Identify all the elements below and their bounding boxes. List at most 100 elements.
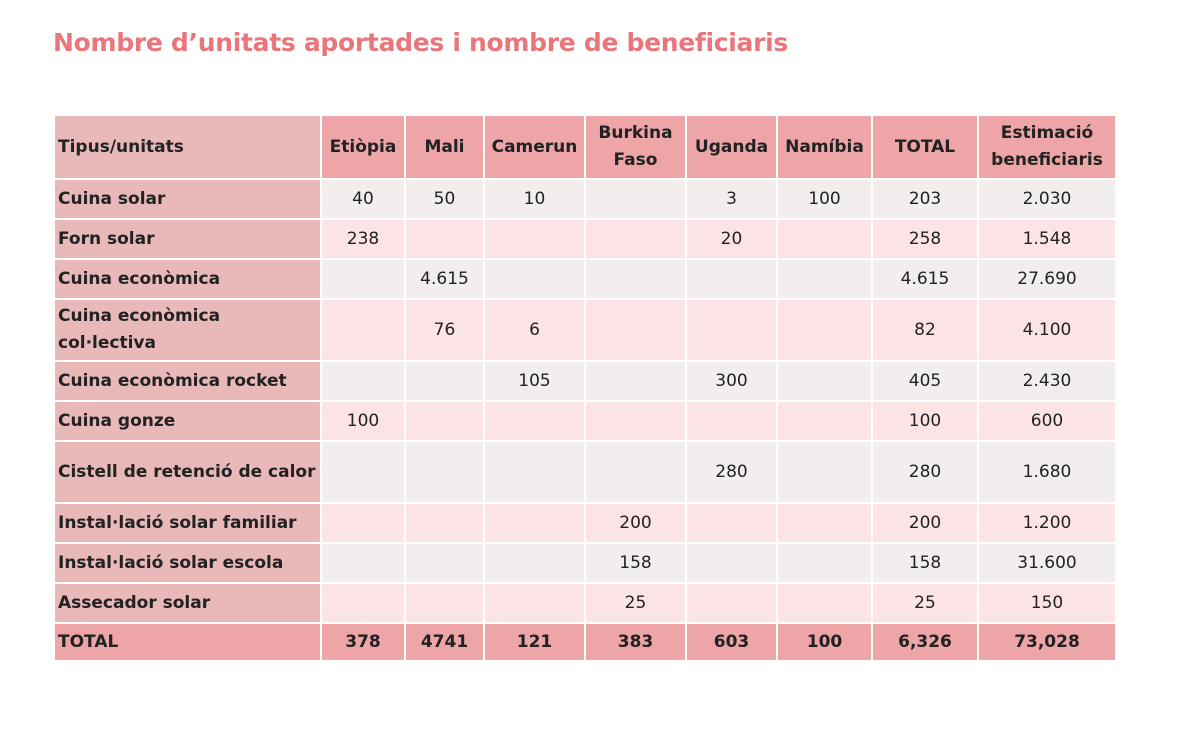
table-cell	[584, 298, 687, 362]
table-cell: 258	[871, 218, 979, 260]
row-label: Cuina solar	[53, 178, 322, 220]
table-row: Cuina econòmica col·lectiva 76 6 82 4.100	[53, 298, 1117, 362]
table-cell	[776, 258, 873, 300]
total-cell: 6,326	[871, 622, 979, 662]
table-cell	[584, 218, 687, 260]
table-cell: 1.680	[977, 440, 1117, 504]
row-label: Assecador solar	[53, 582, 322, 624]
table-cell: 20	[685, 218, 778, 260]
total-cell: 4741	[404, 622, 485, 662]
table-row: Cuina econòmica 4.615 4.615 27.690	[53, 258, 1117, 300]
table-cell: 10	[483, 178, 586, 220]
table-cell: 31.600	[977, 542, 1117, 584]
table-cell	[584, 360, 687, 402]
row-label: Cuina econòmica col·lectiva	[53, 298, 322, 362]
table-cell	[776, 298, 873, 362]
header-cell: TOTAL	[871, 114, 979, 180]
table-cell	[584, 400, 687, 442]
table-row: Forn solar 238 20 258 1.548	[53, 218, 1117, 260]
total-cell: 73,028	[977, 622, 1117, 662]
total-label: TOTAL	[53, 622, 322, 662]
table-cell	[776, 440, 873, 504]
table-cell	[584, 258, 687, 300]
table-cell: 280	[871, 440, 979, 504]
table-cell	[483, 218, 586, 260]
header-cell: Etiòpia	[320, 114, 406, 180]
table-cell: 25	[871, 582, 979, 624]
table-cell: 150	[977, 582, 1117, 624]
table-cell: 238	[320, 218, 406, 260]
header-cell: Namíbia	[776, 114, 873, 180]
table-cell	[404, 542, 485, 584]
header-cell: Mali	[404, 114, 485, 180]
table-cell	[776, 582, 873, 624]
header-cell: Estimació beneficiaris	[977, 114, 1117, 180]
table-cell	[776, 502, 873, 544]
table-cell	[483, 440, 586, 504]
table-cell: 200	[871, 502, 979, 544]
table-cell: 82	[871, 298, 979, 362]
table-cell: 100	[320, 400, 406, 442]
table-cell: 2.430	[977, 360, 1117, 402]
header-cell: Tipus/unitats	[53, 114, 322, 180]
table-cell	[320, 440, 406, 504]
table-cell	[776, 400, 873, 442]
total-cell: 121	[483, 622, 586, 662]
table-cell: 4.615	[871, 258, 979, 300]
table-cell	[483, 582, 586, 624]
table-cell: 1.200	[977, 502, 1117, 544]
header-cell: Uganda	[685, 114, 778, 180]
table-row: Cistell de retenció de calor 280 280 1.680	[53, 440, 1117, 504]
row-label: Cistell de retenció de calor	[53, 440, 322, 504]
table-cell: 76	[404, 298, 485, 362]
table-header: Tipus/unitats Etiòpia Mali Camerun Burkina F…	[53, 114, 1117, 180]
table-cell	[404, 400, 485, 442]
table-cell: 2.030	[977, 178, 1117, 220]
table-cell: 4.100	[977, 298, 1117, 362]
table-cell: 1.548	[977, 218, 1117, 260]
total-cell: 100	[776, 622, 873, 662]
row-label: Cuina gonze	[53, 400, 322, 442]
table-cell	[404, 502, 485, 544]
table-cell	[776, 360, 873, 402]
table-cell	[685, 502, 778, 544]
table-cell: 200	[584, 502, 687, 544]
table-row: Assecador solar 25 25 150	[53, 582, 1117, 624]
table-cell	[685, 298, 778, 362]
row-label: Instal·lació solar escola	[53, 542, 322, 584]
table-cell: 105	[483, 360, 586, 402]
table-cell	[483, 258, 586, 300]
table-cell	[320, 360, 406, 402]
total-row: TOTAL 378 4741 121 383 603 100 6,326 73,028	[53, 622, 1117, 662]
table-row: Cuina gonze 100 100 600	[53, 400, 1117, 442]
table-cell	[404, 218, 485, 260]
table-cell	[685, 400, 778, 442]
table-cell: 158	[584, 542, 687, 584]
header-cell: Camerun	[483, 114, 586, 180]
table-cell: 600	[977, 400, 1117, 442]
table-cell	[404, 360, 485, 402]
table-cell: 50	[404, 178, 485, 220]
table-cell	[483, 502, 586, 544]
table-row: Cuina solar 40 50 10 3 100 203 2.030	[53, 178, 1117, 220]
table-cell: 300	[685, 360, 778, 402]
table-cell	[776, 218, 873, 260]
table-cell	[483, 542, 586, 584]
table-cell: 3	[685, 178, 778, 220]
table-cell: 280	[685, 440, 778, 504]
page-title: Nombre d’unitats aportades i nombre de b…	[53, 28, 788, 57]
total-cell: 378	[320, 622, 406, 662]
table-cell: 203	[871, 178, 979, 220]
table-row: Instal·lació solar escola 158 158 31.600	[53, 542, 1117, 584]
total-cell: 383	[584, 622, 687, 662]
row-label: Instal·lació solar familiar	[53, 502, 322, 544]
table-cell	[320, 258, 406, 300]
table-cell	[320, 502, 406, 544]
table-cell: 25	[584, 582, 687, 624]
table-cell: 40	[320, 178, 406, 220]
units-table: Tipus/unitats Etiòpia Mali Camerun Burkina F…	[53, 114, 1117, 662]
table-cell: 158	[871, 542, 979, 584]
row-label: Cuina econòmica	[53, 258, 322, 300]
table-cell	[320, 298, 406, 362]
